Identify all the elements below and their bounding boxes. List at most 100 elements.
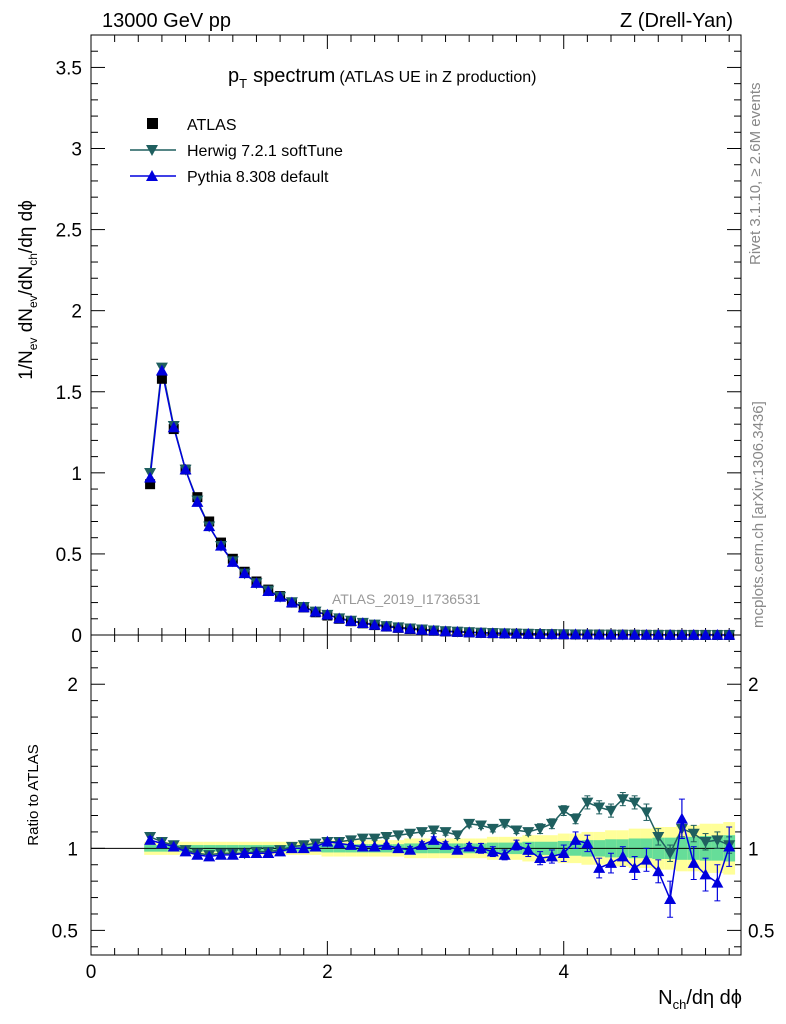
- legend: ATLAS Herwig 7.2.1 softTune Pythia 8.308…: [130, 117, 343, 186]
- pythia-ratio-point: [522, 843, 535, 855]
- pythia-point: [297, 601, 310, 613]
- pythia-ratio-point: [475, 842, 487, 854]
- pythia-ratio-point: [297, 842, 310, 854]
- pythia-point: [167, 421, 180, 433]
- main-series: [144, 362, 736, 641]
- header-energy: 13000 GeV pp: [102, 10, 231, 32]
- pythia-point: [545, 628, 558, 640]
- pythia-point: [155, 364, 168, 376]
- pythia-point: [699, 628, 712, 640]
- mcplots-label: mcplots.cern.ch [arXiv:1306.3436]: [750, 401, 767, 628]
- herwig-ratio-point: [699, 836, 712, 848]
- pythia-ratio-point: [203, 850, 216, 862]
- pythia-point: [569, 628, 582, 640]
- y-tick-label: 1: [71, 464, 82, 485]
- y-tick-label: 0: [71, 626, 82, 647]
- pythia-point: [475, 626, 487, 638]
- y-tick-label: 0.5: [56, 545, 82, 566]
- pythia-ratio-point: [652, 865, 665, 877]
- pythia-ratio-point: [226, 848, 239, 860]
- pythia-point: [593, 628, 606, 640]
- pythia-point: [675, 628, 688, 640]
- pythia-point: [451, 625, 464, 637]
- pythia-point: [687, 628, 700, 640]
- y-tick-label: 2.5: [56, 221, 82, 242]
- pythia-point: [427, 624, 440, 636]
- herwig-ratio-point: [427, 825, 440, 837]
- herwig-ratio-point: [368, 833, 381, 845]
- pythia-point: [203, 520, 216, 532]
- herwig-ratio-point: [439, 827, 452, 838]
- herwig-ratio-point: [534, 823, 547, 835]
- pythia-point: [486, 627, 499, 639]
- pythia-ratio-point: [534, 852, 547, 863]
- pythia-ratio-point: [309, 840, 322, 852]
- pythia-ratio-point: [451, 843, 464, 855]
- pythia-point: [664, 628, 677, 640]
- pythia-ratio-point: [723, 840, 736, 852]
- pythia-point: [628, 628, 641, 640]
- pythia-ratio-point: [262, 847, 275, 859]
- pythia-point: [380, 620, 393, 632]
- herwig-ratio-point: [711, 835, 724, 847]
- pythia-ratio-point: [545, 850, 558, 862]
- pythia-point: [250, 577, 263, 588]
- pythia-ratio-point: [392, 842, 405, 854]
- herwig-ratio-point: [486, 823, 499, 835]
- pythia-point: [498, 627, 511, 639]
- pythia-ratio-point: [439, 839, 452, 850]
- pythia-ratio-point: [356, 840, 369, 852]
- pythia-point: [616, 628, 629, 640]
- pythia-ratio-point: [427, 834, 440, 845]
- pythia-ratio-point: [498, 848, 511, 860]
- pythia-ratio-point: [569, 834, 582, 845]
- pythia-point: [368, 618, 381, 630]
- pythia-point: [345, 615, 357, 626]
- ratio-tick-label-left: 0.5: [52, 921, 78, 942]
- pythia-ratio-point: [380, 839, 393, 850]
- pythia-ratio-point: [640, 853, 653, 865]
- atlas-data-point: [145, 479, 156, 490]
- herwig-ratio-point: [557, 805, 570, 817]
- pythia-point: [274, 590, 287, 602]
- pythia-point: [215, 539, 227, 551]
- pythia-ratio-point: [510, 839, 523, 850]
- pythia-point: [404, 623, 417, 634]
- pythia-point: [262, 585, 275, 597]
- herwig-ratio-point: [616, 794, 629, 806]
- herwig-ratio-point: [640, 807, 653, 819]
- pythia-point: [309, 605, 322, 617]
- ratio-tick-label-right: 0.5: [748, 921, 774, 942]
- legend-label-atlas: ATLAS: [187, 117, 237, 134]
- ratio-tick-label-left: 1: [67, 839, 78, 860]
- pythia-ratio-point: [616, 850, 629, 862]
- pythia-ratio-point: [274, 845, 287, 857]
- herwig-ratio-point: [451, 830, 464, 842]
- pythia-point: [415, 623, 428, 635]
- legend-marker-atlas: [147, 118, 158, 129]
- pythia-ratio-point: [285, 842, 298, 854]
- ratio-tick-label-left: 2: [67, 675, 78, 696]
- pythia-point: [238, 567, 251, 579]
- herwig-ratio-point: [392, 830, 405, 842]
- pythia-ratio-point: [333, 837, 346, 849]
- pythia-ratio-point: [557, 847, 570, 859]
- ratio-plot-frame: [90, 634, 742, 956]
- pythia-ratio-point: [581, 837, 594, 849]
- herwig-ratio-point: [522, 827, 535, 838]
- pythia-ratio-point: [415, 839, 428, 850]
- ratio-tick-label-right: 1: [748, 839, 759, 860]
- pythia-point: [534, 628, 547, 639]
- ratio-y-axis-label: Ratio to ATLAS: [25, 744, 42, 845]
- y-tick-label: 1.5: [56, 383, 82, 404]
- herwig-ratio-point: [664, 848, 677, 860]
- herwig-ratio-point: [593, 802, 606, 814]
- analysis-id: ATLAS_2019_I1736531: [332, 591, 481, 607]
- pythia-ratio-point: [368, 840, 381, 852]
- pythia-point: [226, 556, 239, 567]
- pythia-ratio-point: [345, 839, 357, 850]
- pythia-point: [463, 626, 476, 638]
- pythia-point: [285, 596, 298, 608]
- pythia-point: [510, 627, 523, 639]
- pythia-ratio-point: [167, 840, 180, 852]
